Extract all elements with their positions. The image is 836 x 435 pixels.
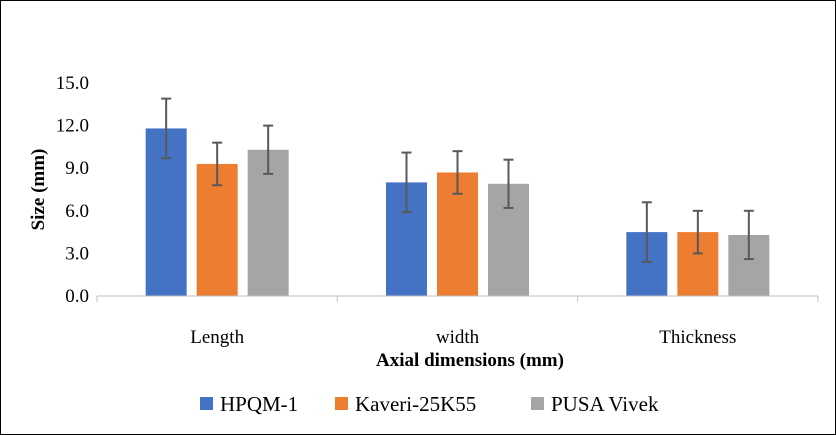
legend-item: Kaveri-25K55 <box>335 392 476 416</box>
y-tick-label: 15.0 <box>56 73 89 94</box>
error-bar <box>743 209 754 261</box>
error-bar <box>263 124 274 175</box>
x-category-label: Thickness <box>659 327 736 348</box>
error-bars <box>161 97 754 263</box>
error-bar <box>452 150 463 195</box>
error-bar <box>692 209 703 255</box>
y-axis-title: Size (mm) <box>28 149 49 231</box>
x-category-label: Length <box>190 327 244 348</box>
legend-swatch <box>531 397 544 410</box>
legend-label: PUSA Vivek <box>551 392 659 416</box>
legend: HPQM-1 Kaveri-25K55 PUSA Vivek <box>200 392 659 416</box>
y-tick-label: 6.0 <box>65 201 89 222</box>
legend-swatch <box>335 397 348 410</box>
error-bar <box>161 97 172 160</box>
x-axis-ticks: Length width Thickness <box>96 296 819 348</box>
x-axis-title: Axial dimensions (mm) <box>376 350 564 371</box>
y-axis-ticks: 0.0 3.0 6.0 9.0 12.0 15.0 <box>56 73 89 307</box>
error-bar <box>401 151 412 214</box>
error-bar <box>641 201 652 263</box>
legend-swatch <box>200 397 213 410</box>
legend-item: PUSA Vivek <box>531 392 659 416</box>
legend-item: HPQM-1 <box>200 392 298 416</box>
legend-label: HPQM-1 <box>220 392 298 416</box>
error-bar <box>212 141 223 187</box>
y-tick-label: 3.0 <box>65 243 89 264</box>
x-category-label: width <box>436 327 480 348</box>
y-tick-label: 9.0 <box>65 158 89 179</box>
legend-label: Kaveri-25K55 <box>355 392 476 416</box>
y-tick-label: 0.0 <box>65 286 89 307</box>
y-tick-label: 12.0 <box>56 116 89 137</box>
error-bar <box>503 158 514 209</box>
